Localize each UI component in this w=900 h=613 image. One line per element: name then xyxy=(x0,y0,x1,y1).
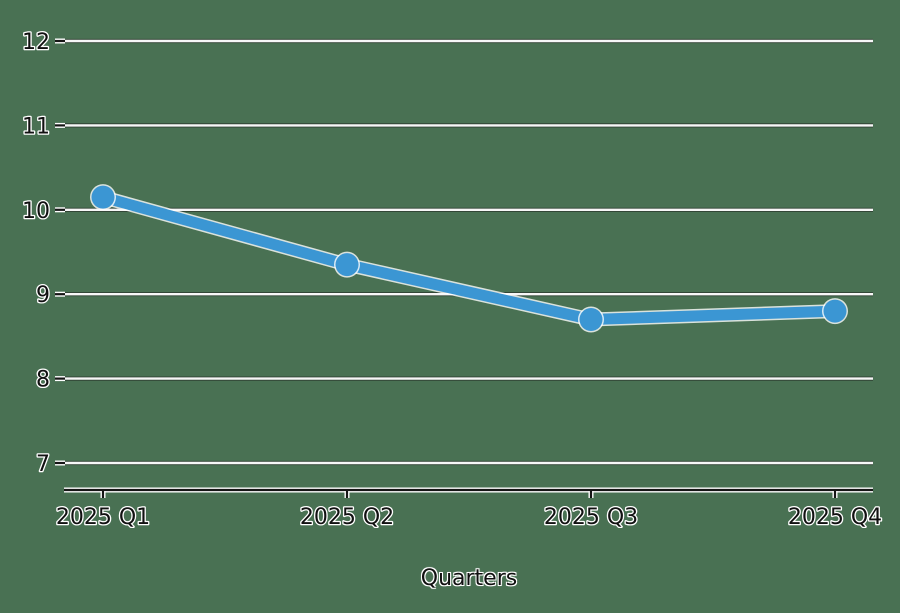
series-line xyxy=(97,191,841,326)
y-tick-label-12: 12 xyxy=(22,30,50,55)
y-tick-label-8: 8 xyxy=(36,368,50,393)
series-line-halo xyxy=(96,190,842,327)
x-tick-label-2025-q2: 2025 Q2 xyxy=(300,505,394,530)
data-point-marker-2 xyxy=(579,308,603,332)
y-tick-label-10: 10 xyxy=(22,199,50,224)
data-point-marker-1 xyxy=(335,253,359,277)
y-tick-label-7: 7 xyxy=(36,452,50,477)
y-tick-label-9: 9 xyxy=(36,283,50,308)
x-axis-title: Quarters xyxy=(420,566,518,591)
data-point-marker-0 xyxy=(91,185,115,209)
x-tick-label-2025-q4: 2025 Q4 xyxy=(788,505,882,530)
data-point-marker-3 xyxy=(823,299,847,323)
x-tick-label-2025-q3: 2025 Q3 xyxy=(544,505,638,530)
x-tick-label-2025-q1: 2025 Q1 xyxy=(56,505,150,530)
y-tick-label-11: 11 xyxy=(22,114,50,139)
